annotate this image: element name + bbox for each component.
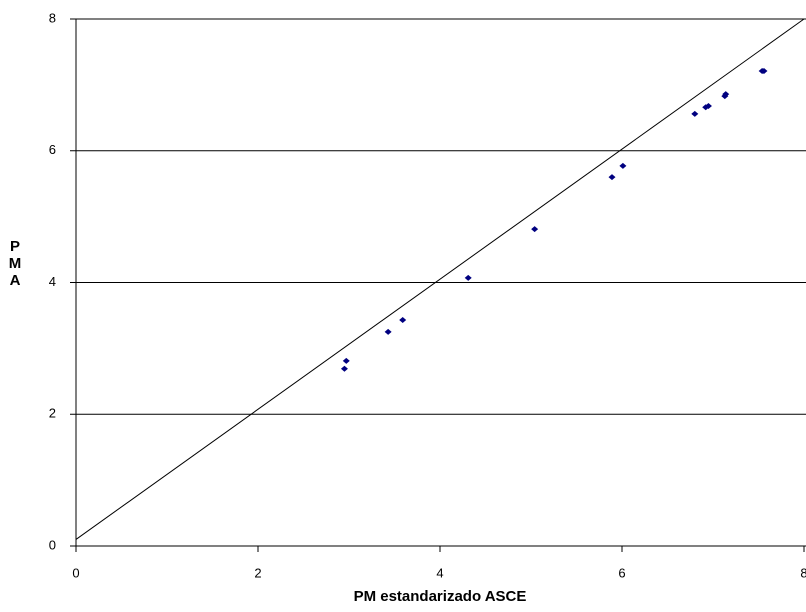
y-tick-label: 8 bbox=[49, 10, 56, 25]
point bbox=[342, 357, 350, 364]
point bbox=[722, 91, 730, 98]
y-tick-label: 6 bbox=[49, 142, 56, 157]
x-tick-label: 4 bbox=[436, 565, 443, 580]
point bbox=[619, 162, 627, 169]
point bbox=[531, 226, 539, 233]
point bbox=[608, 174, 616, 181]
x-tick-label: 0 bbox=[72, 565, 79, 580]
point bbox=[399, 317, 407, 324]
x-tick-label: 8 bbox=[800, 565, 806, 580]
x-tick-label: 2 bbox=[254, 565, 261, 580]
x-tick-label: 6 bbox=[618, 565, 625, 580]
point bbox=[691, 110, 699, 117]
y-tick-label: 0 bbox=[49, 537, 56, 552]
point bbox=[340, 365, 348, 372]
point bbox=[760, 68, 768, 75]
point bbox=[704, 102, 712, 109]
y-tick-label: 4 bbox=[49, 274, 56, 289]
point bbox=[384, 328, 392, 335]
x-axis-label: PM estandarizado ASCE bbox=[353, 588, 527, 605]
point bbox=[464, 274, 472, 281]
y-axis-label: PMA bbox=[8, 238, 22, 289]
y-tick-label: 2 bbox=[49, 406, 56, 421]
reference-line bbox=[75, 18, 805, 540]
